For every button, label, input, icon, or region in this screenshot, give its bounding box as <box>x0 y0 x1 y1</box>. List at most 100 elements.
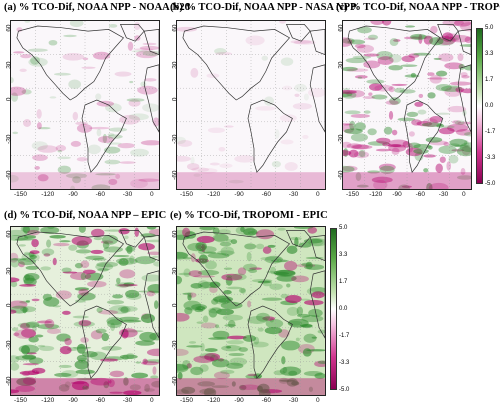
africa-outline <box>457 64 471 133</box>
positive-anomaly-mark <box>69 21 84 28</box>
negative-anomaly-mark <box>146 348 159 357</box>
positive-anomaly-mark <box>119 354 138 360</box>
negative-anomaly-mark <box>43 253 51 257</box>
positive-anomaly-mark <box>183 268 191 278</box>
negative-anomaly-mark <box>442 32 454 42</box>
negative-anomaly-mark <box>177 155 192 162</box>
map-panel-c <box>342 20 472 190</box>
negative-anomaly-mark <box>11 300 28 309</box>
positive-anomaly-mark <box>214 48 227 55</box>
negative-anomaly-mark <box>80 337 89 343</box>
positive-anomaly-mark <box>199 352 216 359</box>
negative-anomaly-mark <box>293 40 316 45</box>
positive-anomaly-mark <box>23 235 37 239</box>
negative-anomaly-mark <box>427 72 435 76</box>
negative-anomaly-mark <box>22 376 37 385</box>
negative-anomaly-mark <box>140 361 159 366</box>
positive-anomaly-mark <box>191 304 207 311</box>
positive-anomaly-mark <box>131 372 149 379</box>
positive-anomaly-mark <box>463 140 469 148</box>
positive-anomaly-mark <box>355 172 362 181</box>
positive-anomaly-mark <box>11 258 27 261</box>
positive-anomaly-mark <box>264 255 284 264</box>
latitude-tick-label: 30 <box>5 267 13 275</box>
positive-anomaly-mark <box>183 300 202 311</box>
latitude-tick-label: 60 <box>5 230 13 238</box>
positive-anomaly-mark <box>154 300 159 310</box>
positive-anomaly-mark <box>264 326 283 335</box>
positive-anomaly-mark <box>145 239 159 243</box>
negative-anomaly-mark <box>117 142 135 149</box>
positive-anomaly-mark <box>400 64 418 67</box>
positive-anomaly-mark <box>223 289 232 295</box>
africa-outline <box>143 270 159 339</box>
negative-anomaly-mark <box>127 41 134 51</box>
negative-anomaly-mark <box>402 141 411 148</box>
negative-anomaly-mark <box>119 161 136 164</box>
positive-anomaly-mark <box>343 165 355 173</box>
positive-anomaly-mark <box>257 280 271 284</box>
positive-anomaly-mark <box>190 283 203 289</box>
negative-anomaly-mark <box>190 67 199 78</box>
positive-anomaly-mark <box>269 283 283 290</box>
europe-outline <box>143 29 159 55</box>
latitude-tick-label: -30 <box>5 340 13 350</box>
positive-anomaly-mark <box>68 79 82 90</box>
positive-anomaly-mark <box>433 57 442 60</box>
colorbar-top <box>476 28 483 184</box>
positive-anomaly-mark <box>305 261 313 270</box>
positive-anomaly-mark <box>297 313 311 318</box>
negative-anomaly-mark <box>363 53 380 57</box>
negative-anomaly-mark <box>109 370 125 378</box>
positive-anomaly-mark <box>76 343 86 354</box>
negative-anomaly-mark <box>14 329 36 339</box>
negative-anomaly-mark <box>82 269 96 274</box>
positive-anomaly-mark <box>454 144 471 148</box>
negative-anomaly-mark <box>387 144 402 148</box>
positive-anomaly-mark <box>129 255 135 264</box>
positive-anomaly-mark <box>92 258 107 261</box>
positive-anomaly-mark <box>76 354 88 362</box>
negative-anomaly-mark <box>215 52 232 56</box>
negative-anomaly-mark <box>11 86 27 96</box>
positive-anomaly-mark <box>347 39 366 45</box>
positive-anomaly-mark <box>240 227 245 233</box>
colorbar-tick-label: 3.3 <box>485 51 494 57</box>
positive-anomaly-mark <box>190 156 195 165</box>
positive-anomaly-mark <box>376 50 393 61</box>
positive-anomaly-mark <box>23 251 31 256</box>
negative-anomaly-mark <box>464 36 471 44</box>
europe-outline <box>309 235 325 261</box>
positive-anomaly-mark <box>404 74 420 78</box>
positive-anomaly-mark <box>404 25 416 28</box>
positive-anomaly-mark <box>367 128 377 136</box>
positive-anomaly-mark <box>49 96 57 99</box>
negative-anomaly-mark <box>223 125 234 128</box>
positive-anomaly-mark <box>82 385 89 390</box>
map-svg <box>11 227 159 395</box>
positive-anomaly-mark <box>229 357 248 366</box>
positive-anomaly-mark <box>303 371 323 377</box>
positive-anomaly-mark <box>139 331 157 342</box>
negative-anomaly-mark <box>452 120 461 125</box>
negative-anomaly-mark <box>22 363 39 366</box>
negative-anomaly-mark <box>239 384 260 391</box>
positive-anomaly-mark <box>240 287 247 294</box>
positive-anomaly-mark <box>11 355 20 363</box>
positive-anomaly-mark <box>107 133 115 136</box>
negative-anomaly-mark <box>130 178 148 189</box>
negative-anomaly-mark <box>418 34 423 44</box>
negative-anomaly-mark <box>371 176 393 183</box>
colorbar-tick-label: -1.7 <box>485 129 496 135</box>
positive-anomaly-mark <box>103 246 124 253</box>
negative-anomaly-mark <box>197 167 218 174</box>
negative-anomaly-mark <box>200 322 217 329</box>
positive-anomaly-mark <box>291 381 300 386</box>
negative-anomaly-mark <box>186 363 192 369</box>
positive-anomaly-mark <box>282 366 288 374</box>
positive-anomaly-mark <box>273 270 296 276</box>
negative-anomaly-mark <box>70 140 82 147</box>
positive-anomaly-mark <box>18 344 40 354</box>
positive-anomaly-mark <box>317 360 325 364</box>
positive-anomaly-mark <box>270 266 277 275</box>
